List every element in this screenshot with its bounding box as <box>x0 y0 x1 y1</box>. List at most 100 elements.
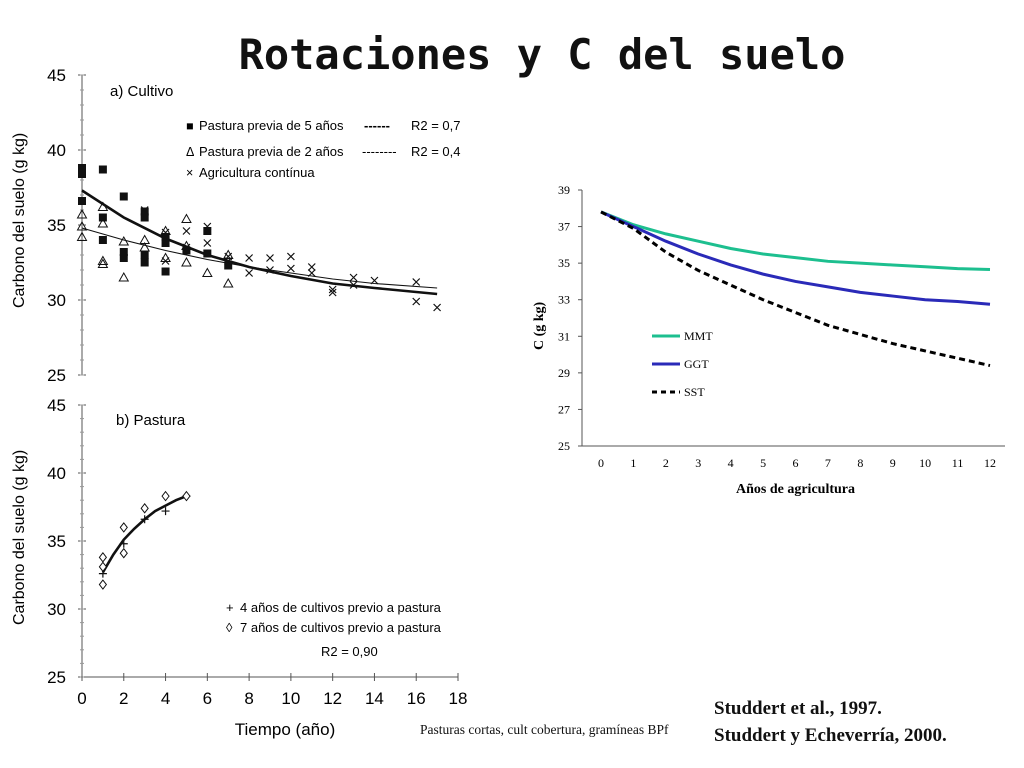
panel-a-point <box>140 258 149 267</box>
panel-a-point <box>140 206 149 214</box>
panel-b-xtick-label: 16 <box>407 689 426 708</box>
panel-c-xtick-label: 10 <box>919 456 931 470</box>
panel-c-line-ggt <box>600 210 991 306</box>
panel-b-legend-marker: ◊ <box>226 620 233 635</box>
panel-c-legend-label: GGT <box>684 357 709 371</box>
panel-a-legend-label: Agricultura contínua <box>199 165 315 180</box>
panel-a-ytick-label: 35 <box>47 216 66 235</box>
panel-b-ytick-label: 45 <box>47 396 66 415</box>
panel-b-point <box>98 561 108 573</box>
panel-a-point <box>203 239 212 247</box>
panel-b-r2: R2 = 0,90 <box>321 644 378 659</box>
panel-b-xtick-label: 14 <box>365 689 384 708</box>
panel-a-point <box>78 164 86 172</box>
panel-b-point <box>182 490 191 502</box>
panel-a-legend-marker: Δ <box>186 145 194 159</box>
panel-c-xtick-label: 7 <box>825 456 831 470</box>
panel-a-point <box>349 281 358 289</box>
panel-c-legend-label: MMT <box>684 329 713 343</box>
panel-a-point <box>181 213 192 223</box>
panel-c-ytick-label: 33 <box>558 293 570 307</box>
panel-a-legend-marker: × <box>186 166 193 180</box>
panel-a-point <box>76 231 88 241</box>
panel-a-ytick-label: 45 <box>47 66 66 85</box>
panel-a-point <box>97 217 109 228</box>
footnote: Pasturas cortas, cult cobertura, gramíne… <box>420 722 669 737</box>
panel-b-ytick-label: 30 <box>47 600 66 619</box>
panel-b-xtick-label: 12 <box>323 689 342 708</box>
panel-b-point <box>98 552 108 563</box>
panel-a-point <box>78 170 86 178</box>
panel-a-point <box>245 254 254 262</box>
panel-a-point <box>224 257 233 265</box>
panel-b-xtick-label: 18 <box>449 689 468 708</box>
panel-a-point <box>76 208 88 219</box>
panel-b-point <box>119 547 128 559</box>
panel-c-ytick-label: 31 <box>558 329 570 343</box>
panel-c-line-mmt <box>600 210 991 272</box>
panel-c-xtick-label: 6 <box>793 456 799 470</box>
panel-b-xtick-label: 2 <box>119 689 128 708</box>
panel-a-point <box>201 267 213 277</box>
panel-a-point <box>370 276 379 285</box>
panel-a-legend-marker: ■ <box>186 119 194 133</box>
panel-c-xtick-label: 2 <box>663 456 669 470</box>
panel-a-point <box>161 239 170 247</box>
reference-1: Studdert et al., 1997. <box>714 698 882 719</box>
panel-c-xtick-label: 9 <box>890 456 896 470</box>
panel-a-ytick-label: 30 <box>47 291 66 310</box>
panel-c-ytick-label: 39 <box>558 183 570 197</box>
panel-a-point <box>139 241 151 252</box>
panel-c-xtick-label: 4 <box>728 456 734 470</box>
panel-a-point <box>98 213 107 222</box>
panel-a-fit-line <box>81 227 438 289</box>
panel-c-xtick-label: 1 <box>630 456 636 470</box>
reference-2: Studdert y Echeverría, 2000. <box>714 725 947 746</box>
panel-a-ylabel: Carbono del suelo (g kg) <box>11 133 28 308</box>
panel-a-label: a) Cultivo <box>110 83 173 100</box>
panel-a-point <box>307 269 316 277</box>
panel-b-point <box>119 522 128 533</box>
panel-c-ylabel: C (g kg) <box>532 301 547 350</box>
panel-b-xlabel: Tiempo (año) <box>235 720 335 739</box>
panel-a-ytick-label: 25 <box>47 366 66 385</box>
panel-a-point <box>266 266 274 274</box>
panel-a-point <box>97 255 109 265</box>
panel-a-point <box>328 285 337 294</box>
panel-a-point <box>118 235 130 246</box>
panel-a-point <box>203 227 212 235</box>
panel-c-xtick-label: 8 <box>857 456 863 470</box>
panel-c-ytick-label: 29 <box>558 366 570 380</box>
panel-b-ylabel: Carbono del suelo (g kg) <box>11 450 28 625</box>
panel-b-point <box>161 507 170 516</box>
panel-a-point <box>98 165 107 174</box>
panel-c-ytick-label: 27 <box>558 402 570 416</box>
panel-a-point <box>181 256 192 267</box>
panel-a-point <box>182 243 191 252</box>
panel-b-ytick-label: 40 <box>47 464 66 483</box>
panel-b-point <box>140 503 149 514</box>
panel-a-legend-line: -------- <box>362 144 397 159</box>
panel-a-point <box>97 201 109 211</box>
panel-a-point <box>349 273 358 282</box>
panel-b-label: b) Pastura <box>116 412 186 429</box>
panel-b-ytick-label: 35 <box>47 532 66 551</box>
panel-a-point <box>307 263 316 271</box>
panel-a-ytick-label: 40 <box>47 141 66 160</box>
panel-a-point <box>245 269 254 277</box>
panel-a-point <box>119 248 128 256</box>
panel-b-point <box>119 539 128 548</box>
panel-a-point <box>412 278 421 286</box>
panel-a-point <box>161 257 170 265</box>
panel-a-point <box>140 213 149 222</box>
panel-a-point <box>140 207 149 216</box>
panel-c-xtick-label: 11 <box>952 456 964 470</box>
panel-a-point <box>97 258 109 268</box>
panel-b-xtick-label: 0 <box>77 689 86 708</box>
panel-c-xlabel: Años de agricultura <box>736 482 855 497</box>
panel-a-point <box>119 254 128 262</box>
panel-b-xtick-label: 4 <box>161 689 170 708</box>
panel-b-ytick-label: 25 <box>47 668 66 687</box>
panel-a-legend-label: Pastura previa de 5 años <box>199 118 344 133</box>
